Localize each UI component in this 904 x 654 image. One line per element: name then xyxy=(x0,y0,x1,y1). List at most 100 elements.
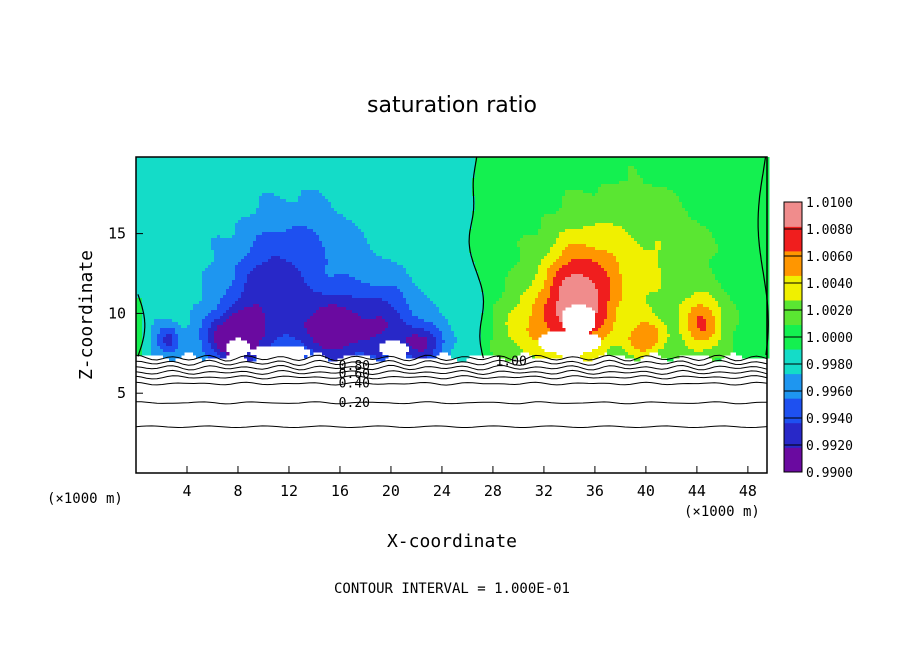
field-cell xyxy=(433,175,437,179)
field-cell xyxy=(268,166,272,170)
field-cell xyxy=(661,181,665,185)
field-cell xyxy=(610,172,614,176)
field-cell xyxy=(343,172,347,176)
field-cell xyxy=(379,169,383,173)
field-cell xyxy=(217,169,221,173)
field-cell xyxy=(706,160,710,164)
field-cell xyxy=(442,157,446,161)
field-cell xyxy=(415,187,419,191)
field-cell xyxy=(487,160,491,164)
field-cell xyxy=(283,178,287,182)
field-cell xyxy=(193,175,197,179)
field-cell xyxy=(595,160,599,164)
field-cell xyxy=(352,178,356,182)
field-cell xyxy=(436,160,440,164)
field-cell xyxy=(256,184,260,188)
field-cell xyxy=(601,184,605,188)
field-cell xyxy=(250,178,254,182)
field-cell xyxy=(502,172,506,176)
field-cell xyxy=(400,166,404,170)
field-cell xyxy=(145,172,149,176)
field-cell xyxy=(316,184,320,188)
field-cell xyxy=(394,172,398,176)
field-cell xyxy=(271,175,275,179)
field-cell xyxy=(628,181,632,185)
field-cell xyxy=(412,163,416,167)
field-cell xyxy=(481,181,485,185)
field-cell xyxy=(595,157,599,161)
field-cell xyxy=(517,169,521,173)
field-cell xyxy=(331,187,335,191)
field-cell xyxy=(625,160,629,164)
field-cell xyxy=(310,178,314,182)
field-cell xyxy=(355,160,359,164)
field-cell xyxy=(556,163,560,167)
field-cell xyxy=(553,175,557,179)
field-cell xyxy=(388,181,392,185)
field-cell xyxy=(379,187,383,191)
field-cell xyxy=(454,163,458,167)
field-cell xyxy=(622,181,626,185)
field-cell xyxy=(385,184,389,188)
field-cell xyxy=(187,184,191,188)
field-cell xyxy=(721,181,725,185)
field-cell xyxy=(529,166,533,170)
field-cell xyxy=(685,181,689,185)
field-cell xyxy=(523,166,527,170)
field-cell xyxy=(583,175,587,179)
field-cell xyxy=(460,178,464,182)
field-cell xyxy=(298,184,302,188)
field-cell xyxy=(466,184,470,188)
field-cell xyxy=(310,157,314,161)
field-cell xyxy=(382,175,386,179)
field-cell xyxy=(322,187,326,191)
field-cell xyxy=(445,181,449,185)
field-cell xyxy=(343,169,347,173)
field-cell xyxy=(577,169,581,173)
field-cell xyxy=(664,160,668,164)
field-cell xyxy=(346,157,350,161)
field-cell xyxy=(694,169,698,173)
field-cell xyxy=(385,181,389,185)
field-cell xyxy=(196,181,200,185)
field-cell xyxy=(541,157,545,161)
field-cell xyxy=(514,160,518,164)
field-cell xyxy=(151,163,155,167)
field-cell xyxy=(676,157,680,161)
field-cell xyxy=(649,178,653,182)
field-cell xyxy=(745,166,749,170)
field-cell xyxy=(517,163,521,167)
field-cell xyxy=(625,184,629,188)
field-cell xyxy=(244,175,248,179)
field-cell xyxy=(697,172,701,176)
field-cell xyxy=(358,163,362,167)
field-cell xyxy=(295,166,299,170)
field-cell xyxy=(136,187,140,191)
field-cell xyxy=(337,166,341,170)
field-cell xyxy=(244,187,248,191)
field-cell xyxy=(652,169,656,173)
field-cell xyxy=(589,163,593,167)
field-cell xyxy=(748,181,752,185)
field-cell xyxy=(148,175,152,179)
field-cell xyxy=(685,166,689,170)
field-cell xyxy=(223,178,227,182)
field-cell xyxy=(322,172,326,176)
field-cell xyxy=(403,166,407,170)
field-cell xyxy=(556,181,560,185)
field-cell xyxy=(433,184,437,188)
field-cell xyxy=(505,172,509,176)
field-cell xyxy=(370,172,374,176)
field-cell xyxy=(601,172,605,176)
field-cell xyxy=(199,166,203,170)
field-cell xyxy=(196,166,200,170)
field-cell xyxy=(631,169,635,173)
field-cell xyxy=(643,160,647,164)
field-cell xyxy=(541,166,545,170)
field-cell xyxy=(757,181,761,185)
field-cell xyxy=(247,175,251,179)
field-cell xyxy=(763,178,767,182)
field-cell xyxy=(760,157,764,161)
field-cell xyxy=(628,178,632,182)
field-cell xyxy=(574,184,578,188)
